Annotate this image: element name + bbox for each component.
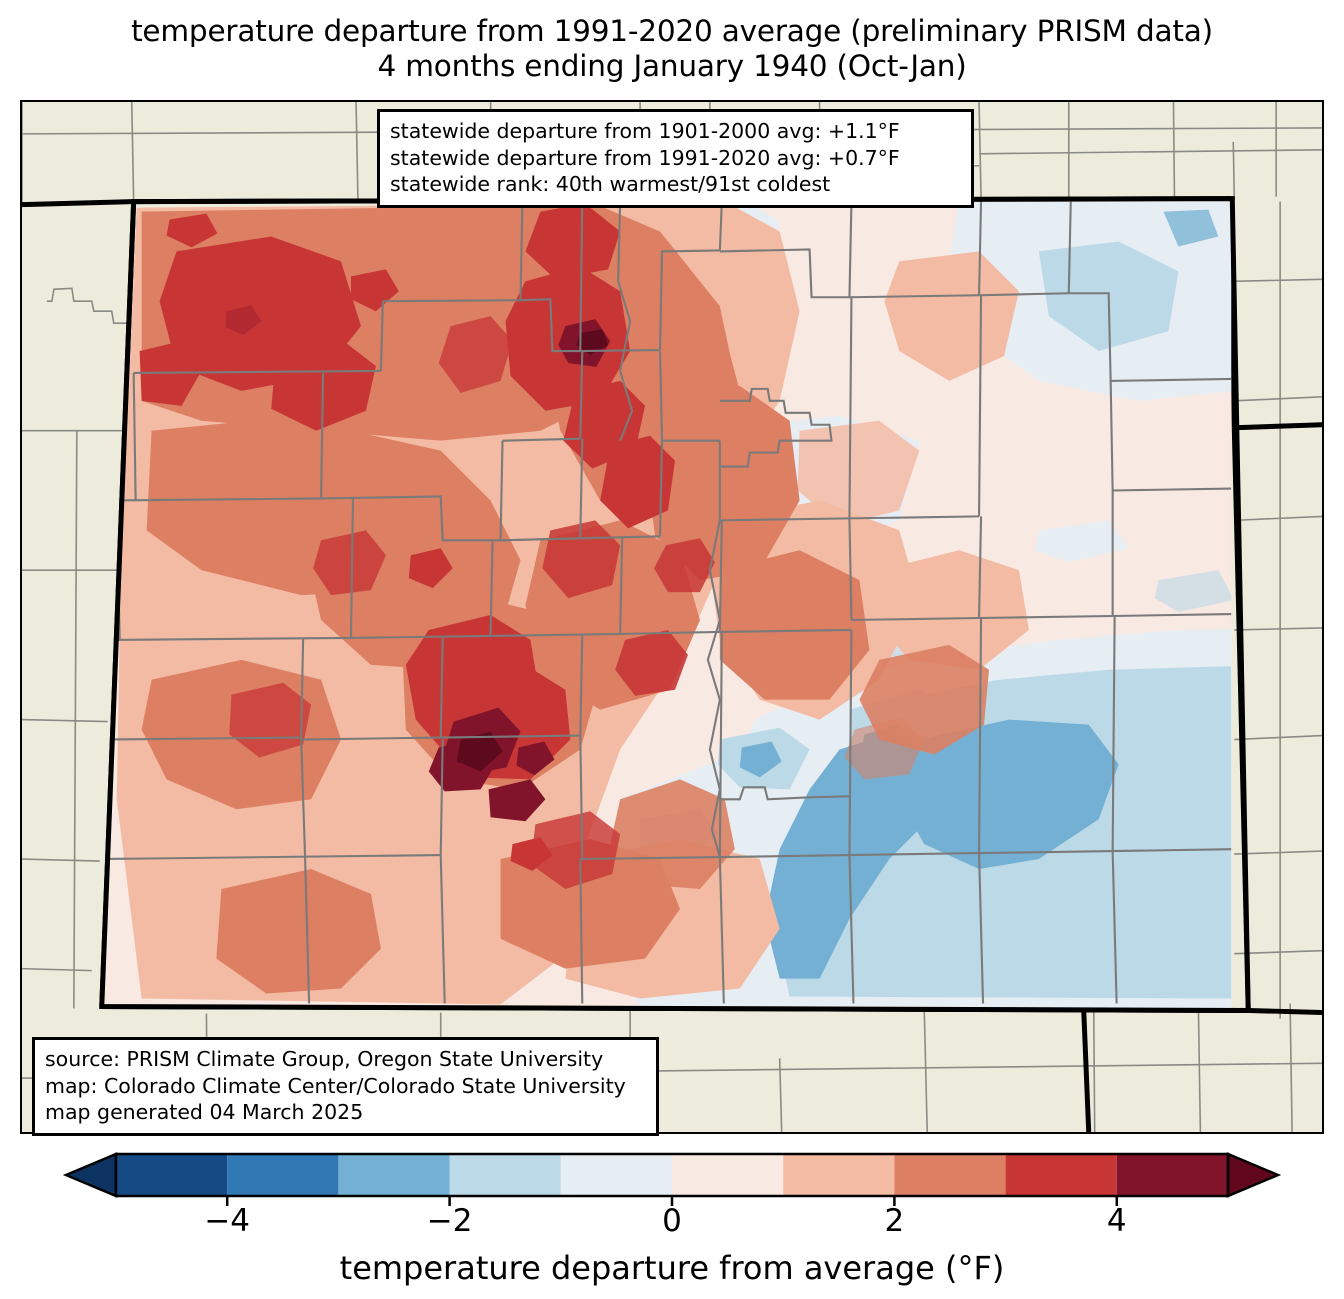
colorbar-segment [227,1154,339,1196]
colorbar-segment [116,1154,228,1196]
title-line-2: 4 months ending January 1940 (Oct-Jan) [377,49,967,84]
source-credits-box: source: PRISM Climate Group, Oregon Stat… [32,1037,659,1136]
colorbar-over-arrow [1226,1152,1282,1198]
stats-line-3: statewide rank: 40th warmest/91st coldes… [390,172,831,197]
page-title: temperature departure from 1991-2020 ave… [0,14,1344,85]
colorbar-ticks [225,1196,1119,1206]
colorbar-segment [338,1154,450,1196]
colorbar-segment [894,1154,1006,1196]
colorbar-segment [1116,1154,1228,1196]
stats-line-1: statewide departure from 1901-2000 avg: … [390,119,900,143]
colorbar-segment [672,1154,784,1196]
temperature-field [101,199,1232,1012]
colorbar-under-arrow [62,1152,118,1198]
colorbar-axis-label: temperature departure from average (°F) [339,1249,1005,1287]
colorbar-tick-label: 4 [1106,1203,1127,1239]
colorbar: −4 −2 0 2 4 temperature departure from avera… [0,1146,1344,1299]
colorbar-segments [62,1152,1282,1198]
colorbar-tick-label: −4 [204,1203,251,1239]
source-line-1: source: PRISM Climate Group, Oregon Stat… [45,1047,604,1071]
source-line-3: map generated 04 March 2025 [45,1100,364,1125]
temperature-departure-map [22,102,1322,1132]
colorbar-tick-label: −2 [426,1203,473,1239]
source-line-2: map: Colorado Climate Center/Colorado St… [45,1073,626,1098]
colorbar-segment [783,1154,895,1196]
colorbar-segment [1005,1154,1117,1196]
colorbar-tick-label: 2 [884,1203,905,1239]
title-line-1: temperature departure from 1991-2020 ave… [131,14,1213,48]
map-frame [20,100,1324,1134]
colorbar-tick-label: 0 [662,1203,682,1239]
stats-line-2: statewide departure from 1991-2020 avg: … [390,145,900,170]
statewide-stats-box: statewide departure from 1901-2000 avg: … [377,109,974,208]
colorbar-svg [62,1152,1282,1206]
colorbar-segment [560,1154,672,1196]
colorbar-segment [449,1154,561,1196]
